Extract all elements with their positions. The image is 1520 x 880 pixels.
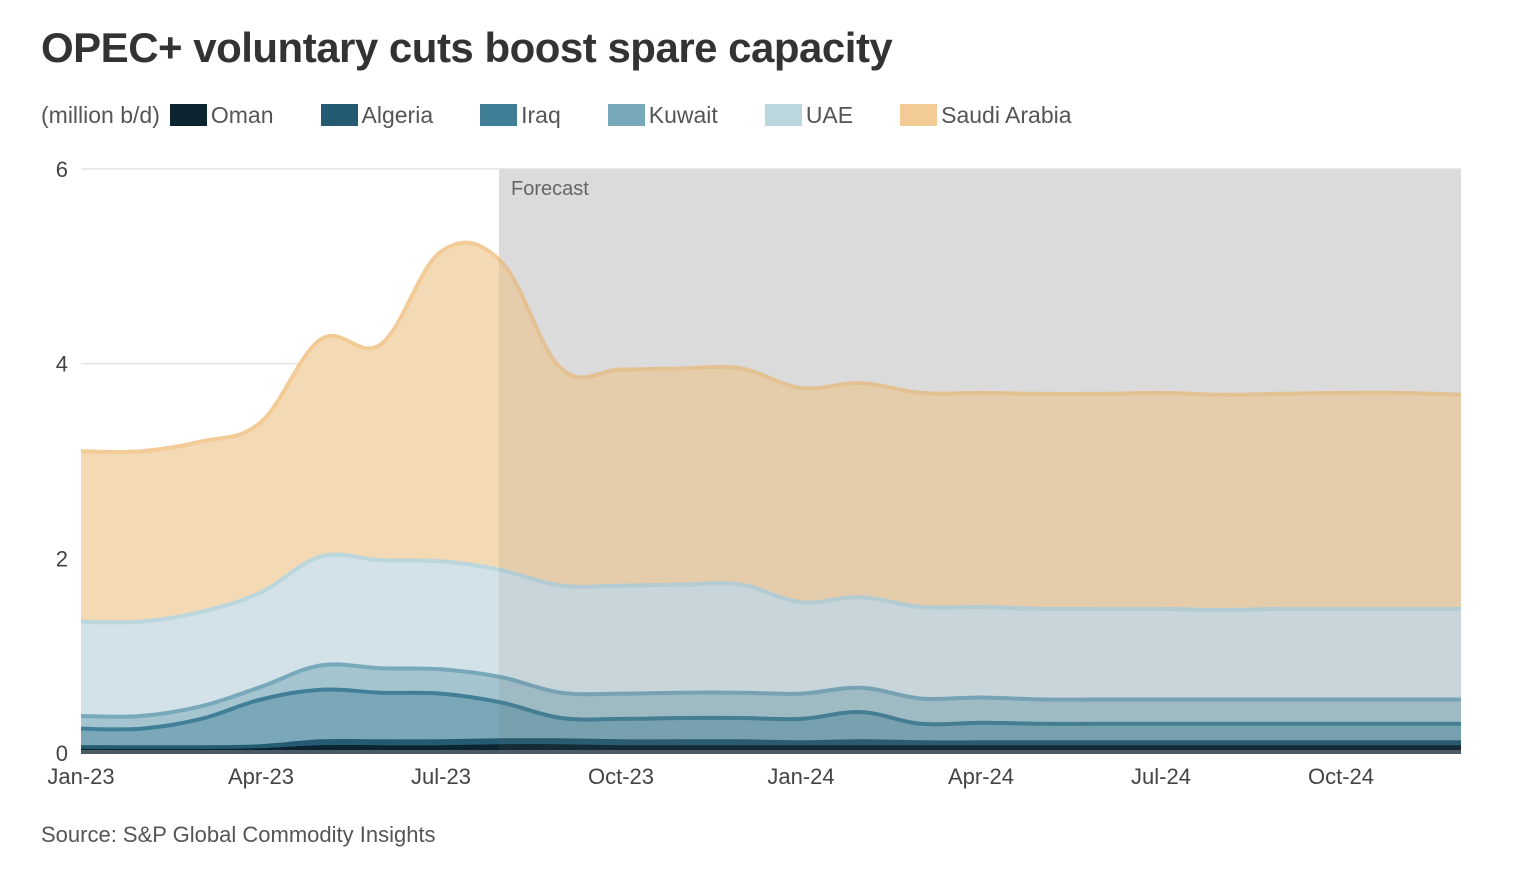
source-note: Source: S&P Global Commodity Insights bbox=[41, 822, 436, 847]
line-iraq bbox=[80, 687, 1461, 732]
legend-item-kuwait: Kuwait bbox=[607, 101, 718, 129]
line-saudi-arabia bbox=[80, 240, 1462, 455]
y-tick-label: 6 bbox=[56, 157, 68, 182]
x-tick-label: Jan-24 bbox=[767, 764, 834, 789]
x-tick-label: Oct-24 bbox=[1308, 764, 1374, 789]
x-tick-label: Jan-23 bbox=[47, 764, 114, 789]
chart-title: OPEC+ voluntary cuts boost spare capacit… bbox=[41, 24, 893, 71]
forecast-overlay: Forecast bbox=[499, 169, 1461, 753]
forecast-label: Forecast bbox=[511, 178, 589, 200]
y-axis: 0 2 4 6 bbox=[56, 157, 68, 766]
baseline bbox=[81, 750, 1461, 754]
x-tick-label: Jul-24 bbox=[1131, 764, 1191, 789]
line-algeria bbox=[80, 738, 1461, 750]
legend-swatch-saudi-arabia bbox=[900, 104, 938, 126]
area-iraq bbox=[81, 689, 1461, 753]
legend-label-saudi-arabia: Saudi Arabia bbox=[941, 101, 1072, 128]
x-axis: Jan-23 Apr-23 Jul-23 Oct-23 Jan-24 Apr-24 Jul-… bbox=[47, 764, 1374, 789]
legend: (million b/d) Oman Algeria Iraq Kuwait U… bbox=[41, 100, 1119, 130]
legend-swatch-uae bbox=[764, 104, 802, 126]
x-tick-label: Apr-23 bbox=[228, 764, 294, 789]
legend-item-oman: Oman bbox=[169, 101, 274, 129]
legend-swatch-algeria bbox=[320, 104, 358, 126]
line-kuwait bbox=[80, 662, 1461, 719]
line-oman bbox=[80, 744, 1461, 754]
x-tick-label: Jul-23 bbox=[411, 764, 471, 789]
line-uae bbox=[80, 552, 1461, 625]
legend-swatch-oman bbox=[169, 104, 207, 126]
legend-label-algeria: Algeria bbox=[361, 101, 434, 128]
y-tick-label: 4 bbox=[56, 352, 68, 377]
y-tick-label: 0 bbox=[56, 741, 68, 766]
legend-swatch-iraq bbox=[480, 104, 518, 126]
legend-swatch-kuwait bbox=[607, 104, 645, 126]
y-tick-label: 2 bbox=[56, 546, 68, 571]
legend-label-iraq: Iraq bbox=[521, 101, 561, 128]
legend-item-algeria: Algeria bbox=[320, 101, 434, 129]
legend-label-uae: UAE bbox=[805, 101, 854, 128]
legend-item-uae: UAE bbox=[764, 101, 854, 129]
forecast-shade bbox=[499, 169, 1461, 753]
x-tick-label: Apr-24 bbox=[948, 764, 1014, 789]
x-tick-label: Oct-23 bbox=[588, 764, 654, 789]
legend-label-kuwait: Kuwait bbox=[648, 101, 718, 128]
legend-item-iraq: Iraq bbox=[480, 102, 561, 129]
area-series bbox=[80, 240, 1462, 754]
legend-item-saudi-arabia: Saudi Arabia bbox=[900, 101, 1072, 129]
unit-label: (million b/d) bbox=[41, 101, 160, 128]
legend-label-oman: Oman bbox=[210, 101, 274, 128]
